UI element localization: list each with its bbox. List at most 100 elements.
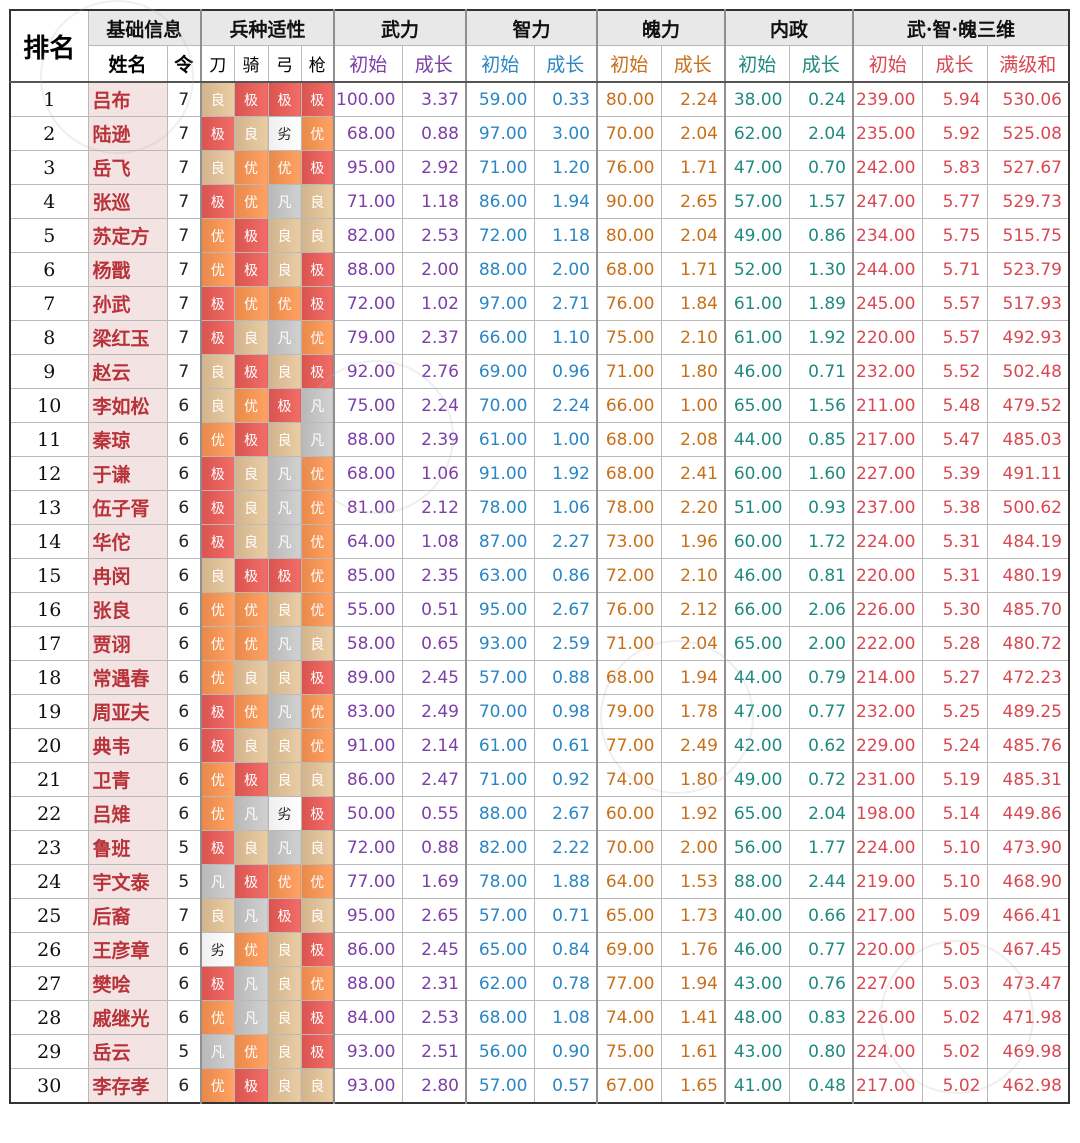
total-growth-cell: 5.31 [921, 558, 988, 593]
table-row: 20 典韦 6 极良良优 91.00 2.14 61.00 0.61 77.00 2.49 42.0… [9, 728, 1070, 763]
zhi-growth-cell: 0.90 [533, 1034, 598, 1069]
troop-bow-aptitude-cell: 良 [267, 728, 302, 763]
rank-cell: 7 [9, 286, 89, 321]
nz-growth-cell: 0.76 [788, 966, 854, 1001]
zhi-initial-cell: 88.00 [465, 796, 535, 831]
troop-blade-aptitude-cell: 极 [200, 286, 235, 321]
troop-blade-aptitude-cell: 极 [200, 116, 235, 151]
nz-growth-cell: 1.60 [788, 456, 854, 491]
troop-cavalry-aptitude-cell: 极 [233, 252, 269, 287]
troop-spear-header: 枪 [300, 45, 335, 83]
nz-growth-cell: 0.62 [788, 728, 854, 763]
ling-cell: 6 [166, 422, 202, 457]
troop-bow-header: 弓 [267, 45, 302, 83]
troop-spear-aptitude-cell: 良 [300, 898, 335, 933]
wu-growth-cell: 2.45 [401, 660, 467, 695]
wu-initial-cell: 72.00 [333, 830, 403, 865]
rank-cell: 27 [9, 966, 89, 1001]
troop-spear-aptitude-cell: 优 [300, 966, 335, 1001]
zhi-growth-header: 成长 [533, 45, 598, 83]
wu-growth-cell: 2.49 [401, 694, 467, 729]
ling-cell: 6 [166, 558, 202, 593]
po-growth-cell: 1.73 [660, 898, 726, 933]
name-cell: 赵云 [87, 354, 168, 389]
nz-growth-cell: 1.92 [788, 320, 854, 355]
troop-cavalry-aptitude-cell: 良 [233, 830, 269, 865]
po-growth-cell: 2.65 [660, 184, 726, 219]
po-growth-cell: 2.20 [660, 490, 726, 525]
troop-blade-aptitude-cell: 极 [200, 456, 235, 491]
total-initial-cell: 242.00 [852, 150, 923, 185]
name-cell: 吕布 [87, 81, 168, 117]
wu-growth-cell: 2.24 [401, 388, 467, 423]
rank-cell: 19 [9, 694, 89, 729]
zhi-initial-cell: 82.00 [465, 830, 535, 865]
wu-initial-cell: 95.00 [333, 150, 403, 185]
wu-initial-cell: 93.00 [333, 1068, 403, 1104]
table-row: 25 后裔 7 良凡极良 95.00 2.65 57.00 0.71 65.00 1.73 40.0… [9, 898, 1070, 933]
zhi-initial-cell: 72.00 [465, 218, 535, 253]
nz-initial-cell: 60.00 [724, 456, 790, 491]
total-growth-cell: 5.10 [921, 864, 988, 899]
troop-cavalry-aptitude-cell: 优 [233, 184, 269, 219]
zhi-growth-cell: 1.18 [533, 218, 598, 253]
po-initial-cell: 68.00 [596, 252, 662, 287]
wu-initial-cell: 86.00 [333, 932, 403, 967]
po-growth-cell: 1.94 [660, 660, 726, 695]
wu-growth-cell: 2.31 [401, 966, 467, 1001]
nz-initial-cell: 47.00 [724, 150, 790, 185]
zhi-initial-cell: 57.00 [465, 660, 535, 695]
nz-growth-header: 成长 [788, 45, 854, 83]
wu-growth-cell: 2.47 [401, 762, 467, 797]
troop-blade-aptitude-cell: 良 [200, 388, 235, 423]
zhi-growth-cell: 0.57 [533, 1068, 598, 1104]
wu-initial-cell: 83.00 [333, 694, 403, 729]
table-row: 1 吕布 7 良极极极 100.00 3.37 59.00 0.33 80.00 2.24 38.0… [9, 81, 1070, 117]
nz-initial-cell: 56.00 [724, 830, 790, 865]
total-growth-cell: 5.94 [921, 81, 988, 117]
zhi-initial-cell: 68.00 [465, 1000, 535, 1035]
ling-cell: 7 [166, 898, 202, 933]
troop-cavalry-aptitude-cell: 优 [233, 286, 269, 321]
troop-spear-aptitude-cell: 极 [300, 81, 335, 117]
total-initial-cell: 217.00 [852, 898, 923, 933]
total-growth-cell: 5.75 [921, 218, 988, 253]
zhi-initial-cell: 57.00 [465, 1068, 535, 1104]
rank-cell: 29 [9, 1034, 89, 1069]
total-initial-cell: 227.00 [852, 456, 923, 491]
zhi-growth-cell: 2.67 [533, 796, 598, 831]
wu-initial-cell: 50.00 [333, 796, 403, 831]
ling-cell: 6 [166, 932, 202, 967]
zhi-initial-cell: 59.00 [465, 81, 535, 117]
total-max-sum-cell: 473.47 [986, 966, 1070, 1001]
wu-growth-cell: 2.80 [401, 1068, 467, 1104]
total-growth-cell: 5.52 [921, 354, 988, 389]
ling-cell: 6 [166, 524, 202, 559]
troop-bow-aptitude-cell: 良 [267, 966, 302, 1001]
zhi-growth-cell: 1.00 [533, 422, 598, 457]
troop-spear-aptitude-cell: 极 [300, 932, 335, 967]
total-growth-cell: 5.92 [921, 116, 988, 151]
troop-blade-aptitude-cell: 良 [200, 150, 235, 185]
ling-cell: 7 [166, 286, 202, 321]
name-cell: 岳云 [87, 1034, 168, 1069]
wu-growth-cell: 2.65 [401, 898, 467, 933]
troop-bow-aptitude-cell: 良 [267, 932, 302, 967]
nz-growth-cell: 2.44 [788, 864, 854, 899]
po-growth-cell: 1.84 [660, 286, 726, 321]
total-max-sum-cell: 527.67 [986, 150, 1070, 185]
total-growth-cell: 5.02 [921, 1068, 988, 1104]
troop-bow-aptitude-cell: 良 [267, 218, 302, 253]
total-initial-cell: 222.00 [852, 626, 923, 661]
total-max-sum-cell: 449.86 [986, 796, 1070, 831]
zhi-header: 智力 [465, 9, 598, 46]
ling-cell: 7 [166, 150, 202, 185]
ling-cell: 6 [166, 1068, 202, 1104]
zhi-initial-cell: 56.00 [465, 1034, 535, 1069]
table-row: 16 张良 6 优优良优 55.00 0.51 95.00 2.67 76.00 2.12 66.0… [9, 592, 1070, 627]
nz-initial-cell: 88.00 [724, 864, 790, 899]
nz-initial-cell: 41.00 [724, 1068, 790, 1104]
troop-cavalry-aptitude-cell: 极 [233, 864, 269, 899]
zhi-growth-cell: 2.67 [533, 592, 598, 627]
total-max-sum-cell: 471.98 [986, 1000, 1070, 1035]
